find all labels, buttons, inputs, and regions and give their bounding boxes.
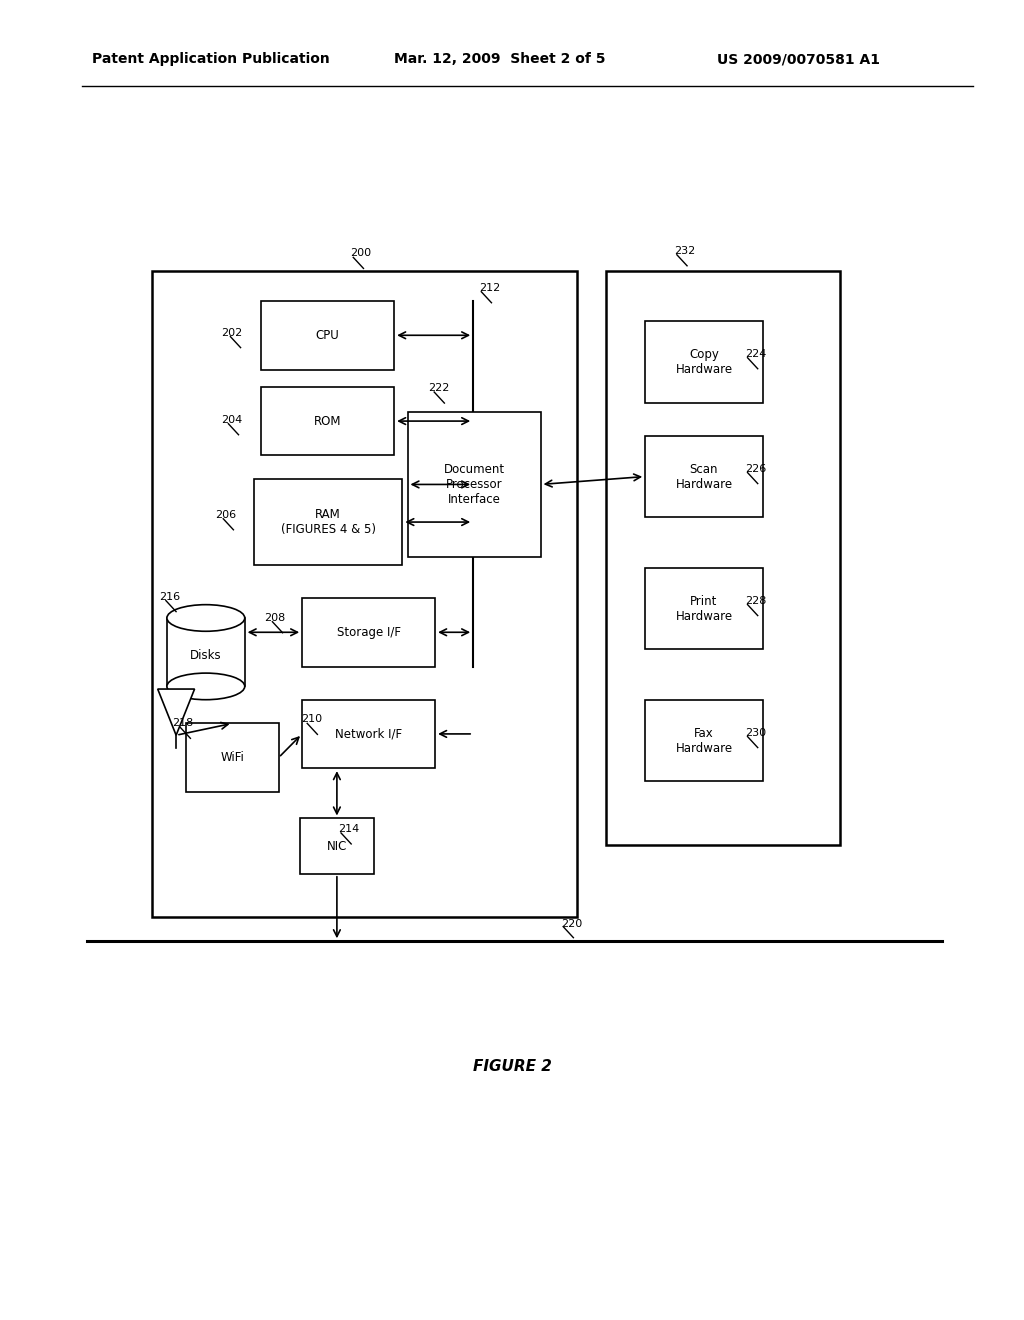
Text: ROM: ROM xyxy=(314,414,341,428)
Text: Print
Hardware: Print Hardware xyxy=(676,594,732,623)
Text: 212: 212 xyxy=(479,282,501,293)
Ellipse shape xyxy=(167,673,245,700)
FancyBboxPatch shape xyxy=(186,723,279,792)
FancyBboxPatch shape xyxy=(167,618,245,686)
Text: Fax
Hardware: Fax Hardware xyxy=(676,726,732,755)
Text: NIC: NIC xyxy=(327,840,347,853)
Text: 218: 218 xyxy=(172,718,194,729)
Text: 228: 228 xyxy=(745,595,767,606)
Text: 222: 222 xyxy=(428,383,450,393)
Text: 204: 204 xyxy=(221,414,243,425)
Text: Network I/F: Network I/F xyxy=(335,727,402,741)
FancyBboxPatch shape xyxy=(261,387,394,455)
FancyBboxPatch shape xyxy=(302,598,435,667)
Text: Disks: Disks xyxy=(190,649,221,663)
Text: 202: 202 xyxy=(221,327,243,338)
Text: 210: 210 xyxy=(301,714,323,725)
FancyBboxPatch shape xyxy=(152,271,577,917)
FancyBboxPatch shape xyxy=(261,301,394,370)
FancyBboxPatch shape xyxy=(254,479,402,565)
FancyBboxPatch shape xyxy=(645,568,763,649)
Text: 230: 230 xyxy=(745,727,767,738)
FancyBboxPatch shape xyxy=(408,412,541,557)
Text: 200: 200 xyxy=(350,248,372,259)
Text: 214: 214 xyxy=(338,824,359,834)
FancyBboxPatch shape xyxy=(606,271,840,845)
Text: RAM
(FIGURES 4 & 5): RAM (FIGURES 4 & 5) xyxy=(281,508,376,536)
Text: 206: 206 xyxy=(215,510,237,520)
Ellipse shape xyxy=(167,605,245,631)
Text: CPU: CPU xyxy=(315,329,340,342)
FancyBboxPatch shape xyxy=(645,321,763,403)
Text: 232: 232 xyxy=(674,246,695,256)
Text: Copy
Hardware: Copy Hardware xyxy=(676,347,732,376)
FancyBboxPatch shape xyxy=(302,700,435,768)
Polygon shape xyxy=(158,689,195,735)
Text: Document
Processor
Interface: Document Processor Interface xyxy=(443,463,505,506)
Text: Patent Application Publication: Patent Application Publication xyxy=(92,53,330,66)
Text: Mar. 12, 2009  Sheet 2 of 5: Mar. 12, 2009 Sheet 2 of 5 xyxy=(394,53,606,66)
Text: FIGURE 2: FIGURE 2 xyxy=(472,1059,552,1074)
Text: 224: 224 xyxy=(745,348,767,359)
Text: WiFi: WiFi xyxy=(220,751,245,764)
FancyBboxPatch shape xyxy=(300,818,374,874)
Text: 216: 216 xyxy=(159,591,180,602)
FancyBboxPatch shape xyxy=(645,436,763,517)
Text: US 2009/0070581 A1: US 2009/0070581 A1 xyxy=(717,53,880,66)
Text: 208: 208 xyxy=(264,612,286,623)
Text: 220: 220 xyxy=(561,919,583,929)
Text: Storage I/F: Storage I/F xyxy=(337,626,400,639)
Text: Scan
Hardware: Scan Hardware xyxy=(676,462,732,491)
FancyBboxPatch shape xyxy=(645,700,763,781)
Text: 226: 226 xyxy=(745,463,767,474)
